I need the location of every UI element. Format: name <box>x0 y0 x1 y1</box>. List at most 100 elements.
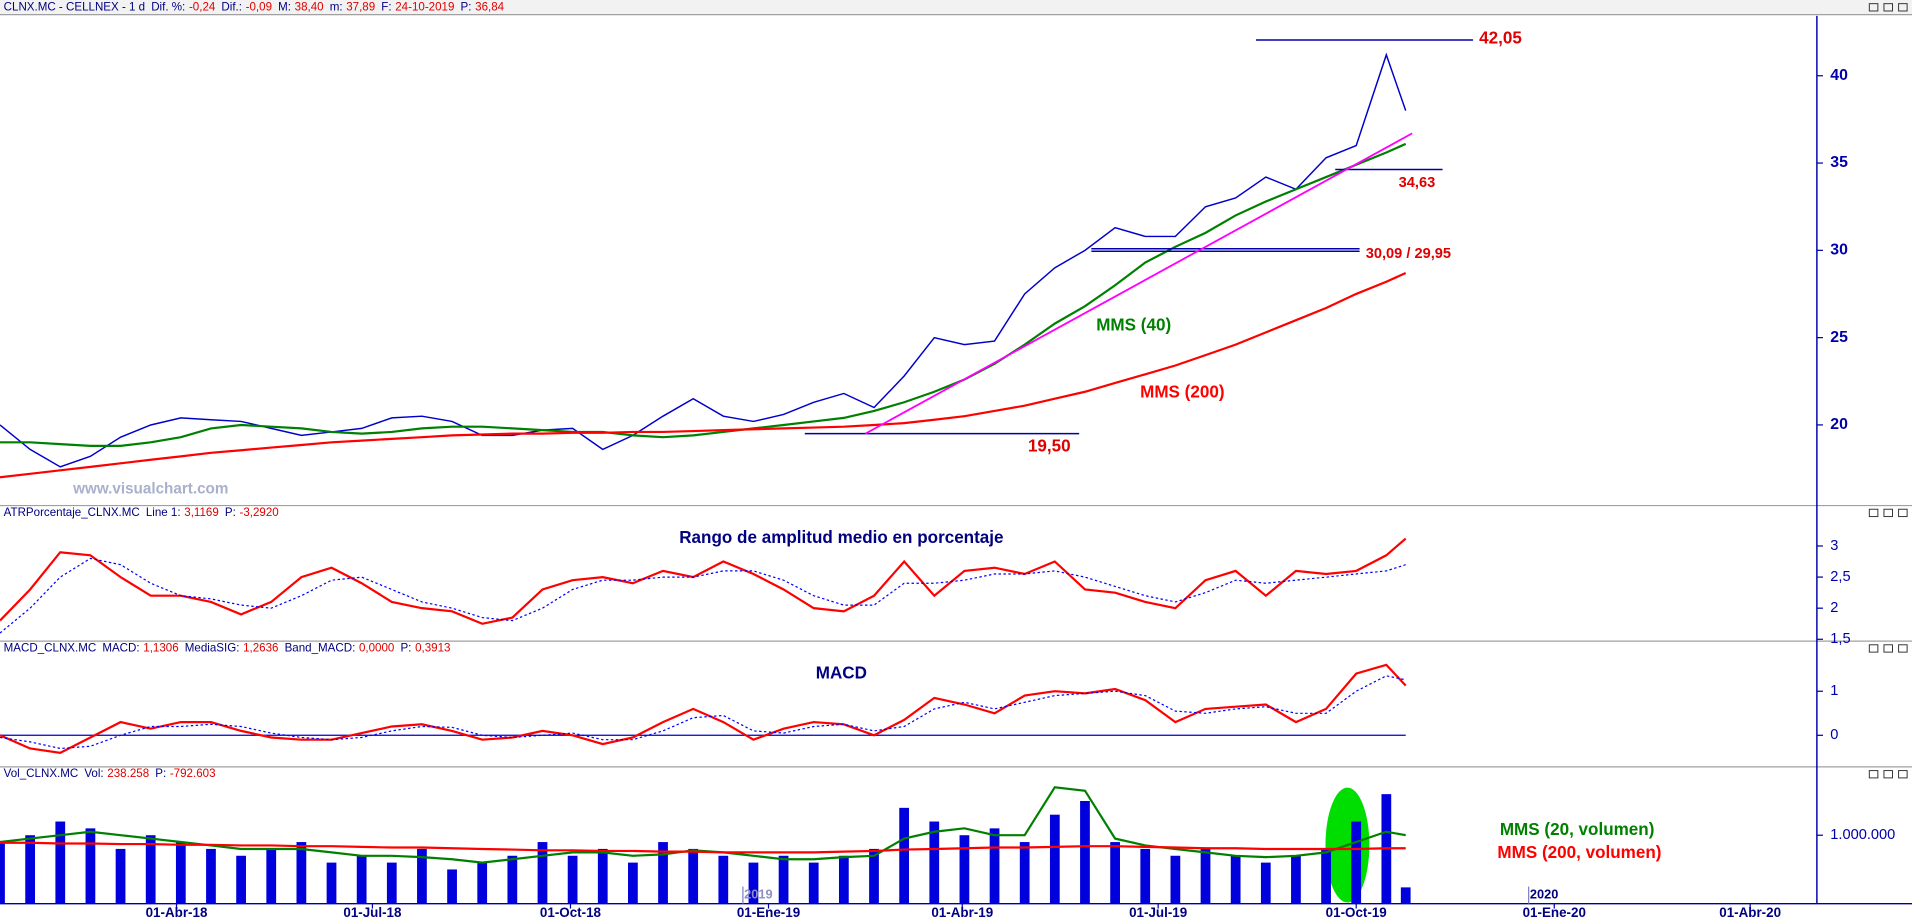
series-line <box>0 663 1407 755</box>
series-line <box>0 52 1407 468</box>
volume-bar <box>447 869 457 904</box>
y-tick-label: 3 <box>1830 538 1838 554</box>
volume-bar <box>688 848 699 904</box>
window-button <box>1883 3 1893 12</box>
header-label: MediaSIG: <box>185 643 240 655</box>
x-tick-label: 01-Abr-18 <box>146 905 208 920</box>
x-tick-label: 01-Jul-18 <box>343 905 402 920</box>
window-button <box>1898 644 1908 653</box>
header-label: P: <box>155 768 166 780</box>
header-symbol: CLNX.MC - CELLNEX - 1 d <box>4 1 145 13</box>
header-symbol: Vol_CLNX.MC <box>4 768 79 780</box>
header-value: -3,2920 <box>239 507 278 519</box>
volume-bar <box>1321 848 1331 904</box>
watermark: www.visualchart.com <box>72 481 228 498</box>
volume-bar <box>778 855 789 904</box>
header-value: -0,09 <box>246 1 272 13</box>
header-label: F: <box>381 1 391 13</box>
series-line <box>0 841 1406 854</box>
volume-bar <box>386 862 397 904</box>
volume-bar <box>658 842 668 904</box>
series-label: MMS (40) <box>1096 316 1171 335</box>
volume-bar <box>507 855 518 904</box>
panel-header: ATRPorcentaje_CLNX.MC Line 1: 3,1169 P: -3,2… <box>4 507 279 519</box>
level-label: 34,63 <box>1399 175 1436 191</box>
volume-bar <box>326 862 337 904</box>
x-tick-label: 01-Oct-19 <box>1326 905 1387 920</box>
window-button <box>1868 508 1879 518</box>
header-label: Line 1: <box>146 507 181 519</box>
y-tick-label: 1 <box>1830 683 1838 699</box>
series-line <box>0 537 1407 625</box>
year-label: 2019 <box>744 887 772 902</box>
y-tick-label: 1,5 <box>1830 631 1850 647</box>
window-button <box>1868 3 1879 12</box>
series-line <box>0 142 1407 447</box>
header-value: 38,40 <box>295 1 324 13</box>
volume-bar <box>175 842 186 904</box>
level-label: 19,50 <box>1028 436 1071 455</box>
volume-bar <box>1019 842 1030 904</box>
volume-bar <box>206 848 216 904</box>
header-label: Dif.: <box>221 1 242 13</box>
volume-bar <box>417 848 427 904</box>
header-bar <box>0 0 1912 15</box>
header-value: 36,84 <box>475 1 505 13</box>
y-tick-label: 2 <box>1830 600 1838 616</box>
panel-title: Rango de amplitud medio en porcentaje <box>679 528 1003 547</box>
volume-bar <box>296 842 307 904</box>
x-tick-label: 01-Ene-20 <box>1523 905 1586 920</box>
volume-bar <box>1170 855 1181 904</box>
panel-title: MACD <box>816 664 867 683</box>
volume-bar <box>356 855 367 904</box>
volume-bar <box>145 835 156 904</box>
panel-header: CLNX.MC - CELLNEX - 1 d Dif. %: -0,24 Dif.:… <box>4 1 505 13</box>
volume-bar <box>115 848 126 904</box>
header-label: Dif. %: <box>151 1 185 13</box>
y-tick-label: 1.000.000 <box>1830 827 1895 843</box>
window-button <box>1883 644 1893 653</box>
series-line <box>0 272 1407 479</box>
level-label: 30,09 / 29,95 <box>1366 246 1451 262</box>
volume-bar <box>808 862 819 904</box>
volume-bar <box>929 821 940 904</box>
y-tick-label: 25 <box>1830 329 1848 346</box>
volume-bar <box>236 855 246 904</box>
volume-bar <box>537 842 548 904</box>
y-tick-label: 30 <box>1830 242 1848 259</box>
header-value: 0,0000 <box>359 643 394 655</box>
volume-bar <box>1400 887 1411 904</box>
header-value: 37,89 <box>346 1 375 13</box>
volume-bar <box>1351 821 1362 904</box>
volume-bar <box>477 862 488 904</box>
volume-bar <box>748 862 759 904</box>
y-tick-label: 20 <box>1830 416 1848 433</box>
window-button <box>1883 770 1893 779</box>
volume-bar <box>1200 848 1211 904</box>
header-value: 238.258 <box>107 768 149 780</box>
header-label: M: <box>278 1 291 13</box>
volume-bar <box>1110 842 1120 904</box>
series-line <box>0 557 1406 634</box>
volume-bar <box>1080 800 1090 904</box>
volume-bar <box>266 848 277 904</box>
trendline <box>864 132 1413 435</box>
header-value: -0,24 <box>189 1 216 13</box>
volume-bar <box>838 855 849 904</box>
header-value: 0,3913 <box>415 643 450 655</box>
header-label: m: <box>330 1 343 13</box>
volume-bar <box>718 855 729 904</box>
header-value: 24-10-2019 <box>395 1 454 13</box>
level-label: 42,05 <box>1479 29 1522 48</box>
window-button <box>1868 770 1879 779</box>
window-button <box>1883 508 1893 518</box>
volume-bar <box>0 842 5 904</box>
header-value: 1,1306 <box>143 643 178 655</box>
volume-bar <box>85 828 96 904</box>
header-value: 1,2636 <box>243 643 278 655</box>
volume-bar <box>597 848 608 904</box>
header-symbol: ATRPorcentaje_CLNX.MC <box>4 507 140 519</box>
volume-bar <box>1049 814 1060 904</box>
window-button <box>1868 644 1879 653</box>
